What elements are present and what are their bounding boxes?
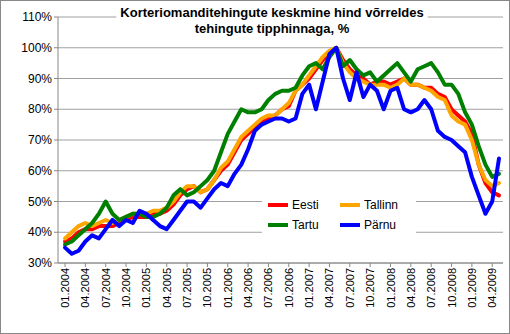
x-tick-label: 01.2007 xyxy=(303,268,315,308)
x-tick-label: 01.2004 xyxy=(59,268,71,308)
y-tick-label: 80% xyxy=(28,102,52,116)
legend-swatch xyxy=(340,223,360,227)
x-tick xyxy=(410,263,411,267)
x-tick xyxy=(268,263,269,267)
title-line: tehingute tipphinnaga, % xyxy=(195,21,350,36)
legend-label: Tartu xyxy=(292,218,319,232)
y-tick-label: 70% xyxy=(28,133,52,147)
legend-swatch xyxy=(340,203,360,207)
x-tick-label: 01.2008 xyxy=(385,268,397,308)
series-line xyxy=(65,48,499,242)
x-tick xyxy=(390,263,391,267)
legend-label: Pärnu xyxy=(364,218,396,232)
x-tick-label: 07.2007 xyxy=(344,268,356,308)
legend-label: Eesti xyxy=(292,198,319,212)
y-tick-label: 60% xyxy=(28,164,52,178)
chart-border xyxy=(1,1,510,334)
x-tick xyxy=(126,263,127,267)
x-tick-label: 01.2005 xyxy=(140,268,152,308)
grid-line xyxy=(58,47,503,48)
x-tick xyxy=(309,263,310,267)
x-tick xyxy=(288,263,289,267)
x-tick-label: 07.2004 xyxy=(100,268,112,308)
legend: Eesti Tallinn Tartu Pärnu xyxy=(268,198,398,232)
y-tick-label: 110% xyxy=(22,10,52,24)
x-tick xyxy=(227,263,228,267)
x-tick-label: 04.2009 xyxy=(486,268,498,308)
grid-line xyxy=(58,263,503,264)
x-tick xyxy=(471,263,472,267)
legend-swatch xyxy=(268,223,288,227)
y-tick xyxy=(54,140,58,141)
x-tick xyxy=(187,263,188,267)
x-tick-label: 04.2007 xyxy=(323,268,335,308)
y-tick xyxy=(54,232,58,233)
x-tick-label: 07.2008 xyxy=(425,268,437,308)
x-tick-label: 04.2006 xyxy=(242,268,254,308)
x-tick xyxy=(65,263,66,267)
y-tick-label: 40% xyxy=(28,225,52,239)
y-tick xyxy=(54,201,58,202)
y-axis xyxy=(58,17,59,263)
legend-background xyxy=(262,193,416,237)
y-tick-label: 90% xyxy=(28,72,52,86)
title: Korteriomanditehingute keskmine hind võr… xyxy=(120,5,423,36)
y-tick xyxy=(54,78,58,79)
x-tick xyxy=(85,263,86,267)
x-tick xyxy=(431,263,432,267)
y-tick-label: 30% xyxy=(28,256,52,270)
grid-line xyxy=(58,140,503,141)
y-tick xyxy=(54,109,58,110)
x-tick xyxy=(370,263,371,267)
plot-lines xyxy=(65,48,499,254)
x-tick-label: 10.2008 xyxy=(446,268,458,308)
x-tick-label: 01.2009 xyxy=(466,268,478,308)
x-tick-label: 07.2005 xyxy=(181,268,193,308)
x-tick xyxy=(207,263,208,267)
grid-line xyxy=(58,78,503,79)
series-line xyxy=(65,48,499,245)
x-tick xyxy=(329,263,330,267)
x-tick xyxy=(349,263,350,267)
x-tick xyxy=(105,263,106,267)
x-tick-label: 10.2006 xyxy=(283,268,295,308)
title-line: Korteriomanditehingute keskmine hind võr… xyxy=(120,5,423,20)
x-tick xyxy=(492,263,493,267)
x-tick xyxy=(451,263,452,267)
x-tick-label: 04.2004 xyxy=(79,268,91,308)
x-axis xyxy=(58,263,503,264)
chart: 30% 40% 50% 60% 70% 80% 90% 100% 110% 01.2004 04.2… xyxy=(0,0,510,334)
x-tick xyxy=(166,263,167,267)
x-tick-label: 10.2005 xyxy=(201,268,213,308)
x-tick-label: 01.2006 xyxy=(222,268,234,308)
legend-label: Tallinn xyxy=(364,198,398,212)
y-tick-label: 50% xyxy=(28,195,52,209)
x-tick-label: 10.2004 xyxy=(120,268,132,308)
y-tick xyxy=(54,170,58,171)
x-tick-label: 10.2007 xyxy=(364,268,376,308)
x-tick xyxy=(146,263,147,267)
x-tick xyxy=(248,263,249,267)
x-tick-label: 07.2006 xyxy=(262,268,274,308)
series-line xyxy=(65,48,499,254)
x-tick-label: 04.2005 xyxy=(161,268,173,308)
y-tick xyxy=(54,17,58,18)
x-tick-label: 04.2008 xyxy=(405,268,417,308)
series-line xyxy=(65,48,499,239)
grid-line xyxy=(58,170,503,171)
y-tick xyxy=(54,263,58,264)
legend-swatch xyxy=(268,203,288,207)
y-tick xyxy=(54,47,58,48)
title-background xyxy=(116,4,427,37)
y-tick-label: 100% xyxy=(21,41,52,55)
